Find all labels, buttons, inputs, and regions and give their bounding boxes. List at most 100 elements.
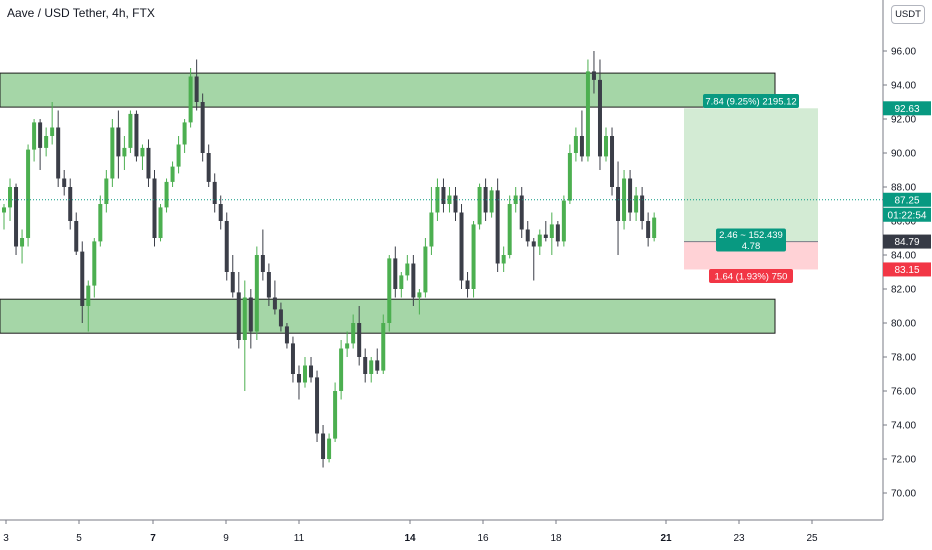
- candle: [333, 382, 338, 442]
- profit-label-text: 7.84 (9.25%) 2195.12: [705, 97, 796, 108]
- candle-body: [50, 127, 55, 136]
- candle-body: [230, 272, 235, 293]
- candle: [327, 433, 332, 463]
- entry-label-text: 2.46 ~ 152.439: [719, 230, 783, 241]
- time-tick-label: 5: [76, 533, 82, 544]
- price-axis-background[interactable]: [883, 0, 932, 520]
- candle: [32, 119, 37, 162]
- candle-body: [26, 149, 31, 238]
- candle-body: [453, 195, 458, 213]
- candle: [652, 212, 657, 242]
- candle-body: [423, 246, 428, 293]
- candle: [303, 357, 307, 388]
- candle-body: [224, 221, 229, 272]
- candle-body: [2, 207, 6, 213]
- candle: [50, 102, 55, 145]
- candle-body: [80, 251, 85, 306]
- candle: [242, 280, 247, 391]
- price-tick-label: 96.00: [891, 47, 916, 58]
- candle-body: [610, 136, 615, 187]
- candle: [646, 212, 651, 247]
- candle-body: [634, 195, 639, 213]
- price-tick-label: 86.00: [891, 217, 916, 228]
- candle: [477, 183, 482, 230]
- candle-body: [146, 147, 151, 179]
- candle: [194, 59, 199, 111]
- candle-body: [68, 187, 73, 221]
- resistance-zone[interactable]: [0, 72, 776, 108]
- target-area: [684, 108, 818, 242]
- bar-countdown-tag-text: 01:22:54: [888, 210, 927, 221]
- candle: [309, 357, 314, 383]
- bar-countdown-tag: 01:22:54: [883, 207, 931, 222]
- candle-body: [333, 391, 338, 439]
- candle-body: [254, 255, 259, 332]
- loss-label-bg: [709, 269, 793, 283]
- candle-body: [140, 147, 145, 157]
- candle-body: [194, 76, 199, 102]
- candle: [20, 229, 25, 264]
- candle: [585, 59, 590, 162]
- candle-body: [616, 187, 621, 221]
- candle: [200, 93, 205, 162]
- candle-body: [447, 195, 452, 204]
- time-tick-label: 7: [150, 533, 156, 544]
- entry-label-text: 4.78: [742, 241, 761, 252]
- candle-body: [501, 255, 506, 264]
- candle: [176, 136, 181, 174]
- time-tick-label: 3: [3, 533, 9, 544]
- time-tick-label: 18: [550, 533, 562, 544]
- candle: [453, 187, 458, 221]
- candle-body: [363, 357, 368, 374]
- candle-body: [8, 187, 13, 208]
- current-price-tag-text: 87.25: [894, 195, 919, 206]
- candle: [56, 110, 61, 187]
- stop-price-tag-text: 83.15: [894, 265, 919, 276]
- entry-label-bg: [716, 228, 786, 252]
- candle: [116, 110, 121, 179]
- candle-body: [14, 187, 19, 247]
- candle: [272, 280, 277, 315]
- candle: [92, 238, 97, 298]
- currency-button[interactable]: USDT: [891, 5, 925, 24]
- candle-body: [44, 136, 49, 148]
- candle: [182, 119, 187, 153]
- chart-title: Aave / USD Tether, 4h, FTX: [7, 6, 155, 20]
- candle: [315, 370, 320, 442]
- entry-price-tag: 84.79: [883, 234, 931, 249]
- candle: [8, 178, 13, 221]
- candle: [62, 170, 67, 196]
- candle-body: [381, 323, 386, 371]
- long-position-tool[interactable]: [684, 108, 818, 270]
- candle: [411, 255, 416, 306]
- candle: [26, 144, 31, 247]
- candle: [501, 246, 506, 272]
- candle: [44, 127, 49, 157]
- candle-body: [116, 127, 121, 157]
- candle: [14, 183, 19, 255]
- candle: [525, 221, 530, 247]
- candle-body: [525, 229, 530, 242]
- price-tick-label: 92.00: [891, 115, 916, 126]
- candle-body: [471, 224, 476, 289]
- candle-body: [351, 323, 356, 344]
- candle-body: [296, 374, 301, 383]
- candle-body: [429, 212, 434, 247]
- candle-body: [483, 187, 488, 213]
- candle-body: [652, 217, 657, 238]
- candle-body: [531, 241, 536, 247]
- price-axis-ticks: 96.00 94.00 92.00 90.00 88.00 86.00 84.00 82.00…: [883, 13, 916, 500]
- candle-body: [441, 187, 446, 204]
- time-tick-label: 11: [294, 533, 305, 544]
- candle: [128, 110, 133, 153]
- candle-body: [393, 258, 398, 289]
- price-tick-label: 94.00: [891, 81, 916, 92]
- candle-body: [495, 190, 500, 264]
- candle-body: [182, 122, 187, 145]
- candle-body: [573, 136, 578, 153]
- candle: [441, 178, 446, 213]
- target-price-tag-text: 92.63: [894, 104, 919, 115]
- candle: [634, 187, 639, 221]
- time-axis-background[interactable]: [0, 520, 932, 550]
